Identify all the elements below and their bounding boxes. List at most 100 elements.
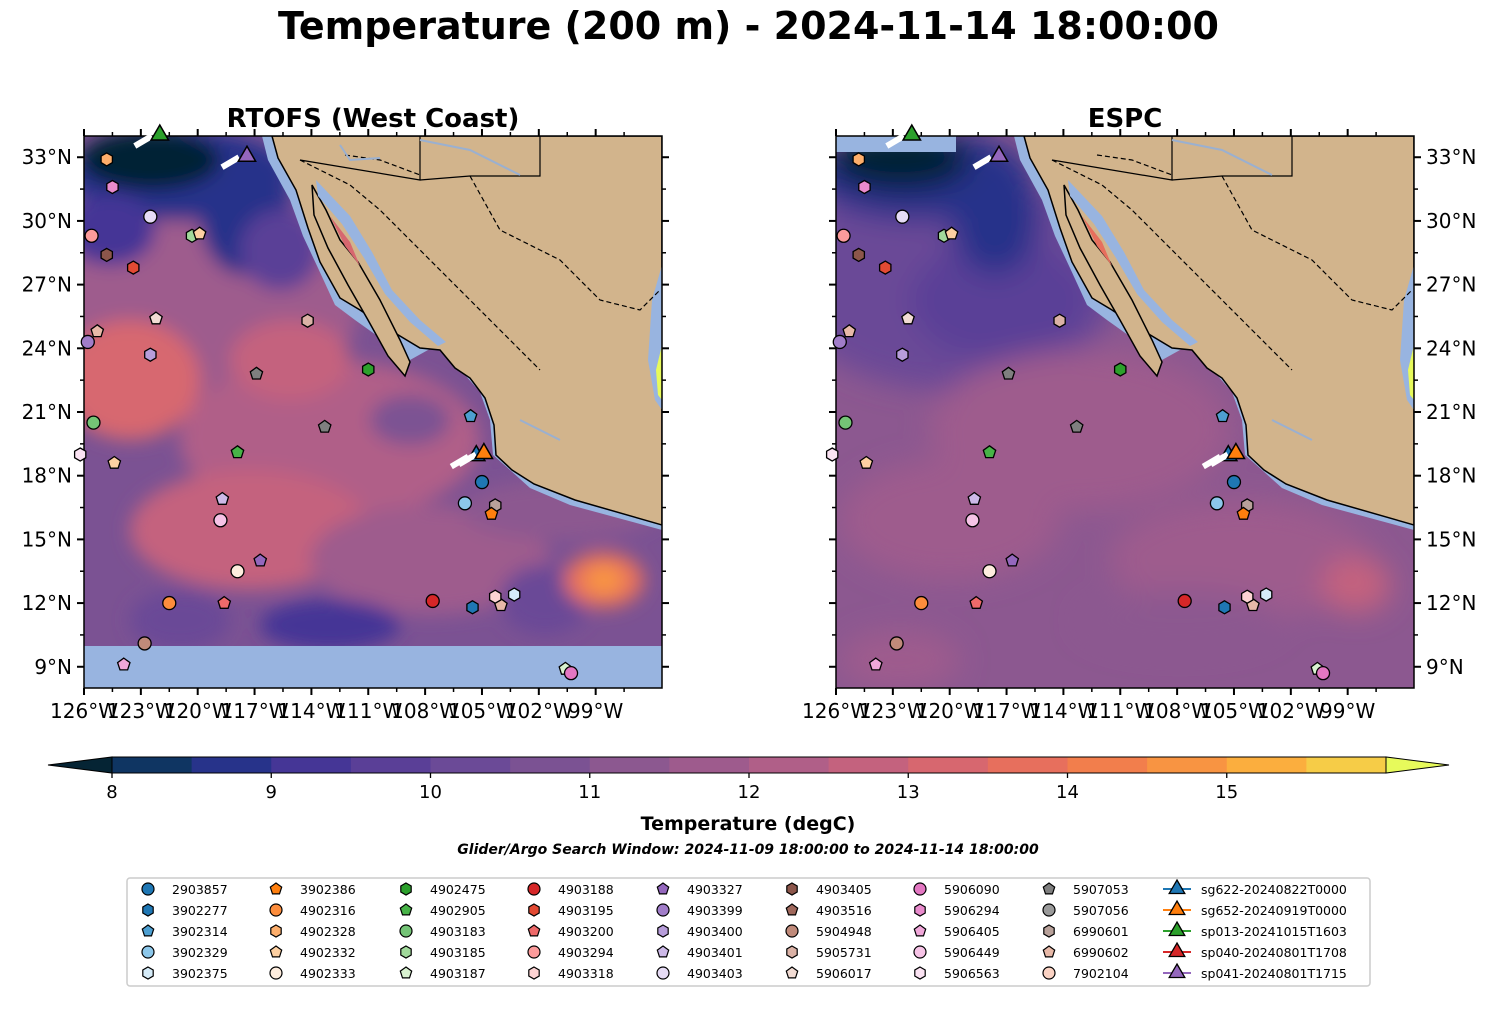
observation-marker-5907053 [249,366,264,380]
figure-title: Temperature (200 m) - 2024-11-14 18:00:0… [277,4,1219,48]
observation-marker-3902314 [463,408,478,423]
colorbar-bin [510,757,591,773]
lon-tick-label: 102°W [505,699,573,723]
legend-label: 4903405 [816,882,872,897]
colorbar-bin [191,757,272,773]
legend-label: 4903400 [687,924,743,939]
legend-label: 4903200 [558,924,614,939]
lon-tick-label: 123°W [859,699,927,723]
lon-tick-label: 108°W [1143,699,1211,723]
legend-marker [656,945,670,958]
glider-track-sp013-20241015T1603 [885,133,906,149]
legend-label: sg622-20240822T0000 [1201,882,1347,897]
legend-marker [657,924,669,938]
observation-marker-4903200 [217,595,232,609]
legend-marker [269,903,283,917]
observation-marker-4902332 [192,226,207,240]
observation-marker-2903857 [1226,474,1242,490]
lon-tick-label: 123°W [107,699,175,723]
legend-marker [141,882,155,896]
legend-marker [1043,924,1055,938]
observation-marker-6990602 [842,323,857,338]
observation-marker-5904948 [889,636,904,651]
lat-tick-label: 12°N [1426,591,1476,615]
legend-marker [656,966,670,980]
legend-marker [142,966,154,980]
colorbar-bin [749,757,830,773]
glider-track-sp041-20240801T1715 [972,154,993,170]
observation-marker-4902328 [100,152,114,167]
colorbar-bin [669,757,750,773]
espc-land [1014,136,1414,530]
lon-tick-label: 126°W [50,699,118,723]
legend-label: 4902328 [300,924,356,939]
espc-panel-title: ESPC [1088,104,1163,134]
observation-marker-4902333 [230,564,245,579]
search-window-text: Glider/Argo Search Window: 2024-11-09 18… [457,842,1039,858]
lon-tick-label: 117°W [973,699,1041,723]
lon-tick-label: 105°W [448,699,516,723]
observation-marker-4902332 [107,455,122,469]
legend-marker [269,882,283,895]
espc-observation-markers [825,123,1331,681]
legend-marker [141,945,155,959]
observation-marker-3902277 [1218,600,1231,615]
colorbar-bin [112,757,193,773]
observation-marker-2903857 [474,474,490,490]
legend-label: 4903187 [430,966,486,981]
legend-label: 4903403 [687,966,743,981]
colorbar-bin [430,757,511,773]
glider-marker-sp041-20240801T1715 [988,144,1009,162]
colorbar-label: Temperature (degC) [641,813,856,835]
colorbar-tick-label: 14 [1056,782,1079,803]
lat-tick-label: 18°N [1426,464,1476,488]
observation-marker-4903195 [878,260,892,275]
legend-marker [528,903,540,917]
observation-marker-4902905 [230,444,245,459]
lon-tick-label: 117°W [221,699,289,723]
colorbar-tick-label: 10 [419,782,442,803]
observation-marker-4903200 [969,595,984,609]
observation-marker-5906294 [858,179,871,195]
rtofs-map-panel: RTOFS (West Coast) [22,104,669,723]
observation-marker-5905731 [301,313,314,328]
legend-marker [785,924,799,938]
legend-marker [913,882,927,896]
legend-label: 6990601 [1073,924,1129,939]
lat-tick-label: 15°N [22,527,72,551]
legend-marker [1168,962,1186,979]
observation-marker-4903399 [832,334,847,350]
legend-marker [399,966,413,979]
colorbar-bin [908,757,989,773]
rtofs-panel-title: RTOFS (West Coast) [227,104,520,134]
legend-marker [786,882,798,896]
legend-marker [656,882,670,895]
colorbar-bin [589,757,670,773]
observation-marker-4902905 [982,444,997,459]
observation-marker-4903399 [80,334,95,350]
legend-label: 5906090 [944,882,1000,897]
observation-marker-6990602 [90,323,105,338]
lon-tick-label: 111°W [1086,699,1154,723]
lon-tick-label: 111°W [334,699,402,723]
observation-marker-4902316 [162,595,177,611]
legend-marker [527,882,541,896]
observation-marker-5906449 [965,513,980,528]
lon-tick-label: 105°W [1200,699,1268,723]
legend: 2903857 3902277 3902314 3902329 3902375 39023… [141,878,1347,981]
colorbar-bin [1067,757,1148,773]
lat-tick-label: 30°N [1426,209,1476,233]
observation-marker-5906017 [901,311,915,325]
legend-label: 4902475 [430,882,486,897]
observation-marker-4903400 [144,347,157,362]
observation-marker-4903401 [215,491,230,505]
legend-label: 4903318 [558,966,614,981]
observation-marker-3902375 [1259,587,1273,602]
glider-track-sp013-20241015T1603 [133,133,154,149]
observation-marker-3902329 [1209,496,1225,511]
legend-marker [399,903,413,916]
legend-label: sg652-20240919T0000 [1201,903,1347,918]
legend-label: 4903327 [687,882,743,897]
legend-label: 4903185 [430,945,486,960]
observation-marker-5907053 [1069,419,1084,433]
